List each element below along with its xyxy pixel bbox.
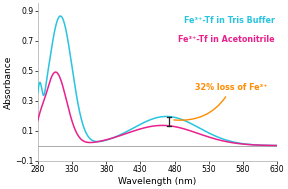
Text: Fe³⁺-Tf in Acetonitrile: Fe³⁺-Tf in Acetonitrile xyxy=(178,35,275,44)
X-axis label: Wavelength (nm): Wavelength (nm) xyxy=(118,177,197,186)
Text: 32% loss of Fe³⁺: 32% loss of Fe³⁺ xyxy=(174,83,268,120)
Text: Fe³⁺-Tf in Tris Buffer: Fe³⁺-Tf in Tris Buffer xyxy=(184,16,275,25)
Y-axis label: Absorbance: Absorbance xyxy=(3,55,12,109)
